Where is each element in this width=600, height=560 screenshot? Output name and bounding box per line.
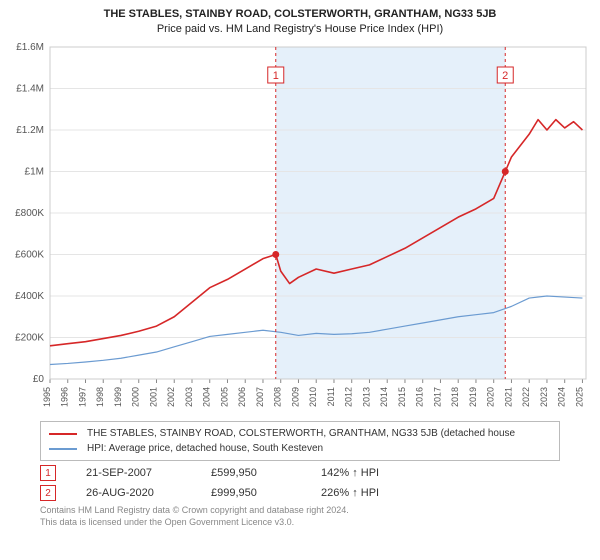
svg-text:2022: 2022 (521, 387, 531, 407)
svg-text:2013: 2013 (361, 387, 371, 407)
svg-text:2005: 2005 (219, 387, 229, 407)
svg-text:2000: 2000 (131, 387, 141, 407)
legend-item-hpi: HPI: Average price, detached house, Sout… (49, 441, 551, 456)
svg-text:2008: 2008 (273, 387, 283, 407)
svg-text:2009: 2009 (290, 387, 300, 407)
svg-text:2025: 2025 (574, 387, 584, 407)
svg-text:2010: 2010 (308, 387, 318, 407)
legend: THE STABLES, STAINBY ROAD, COLSTERWORTH,… (40, 421, 560, 461)
sale-gain: 142% ↑ HPI (321, 467, 379, 479)
sale-price: £599,950 (211, 467, 291, 479)
svg-text:1998: 1998 (95, 387, 105, 407)
svg-text:1: 1 (273, 70, 279, 82)
footer-line1: Contains HM Land Registry data © Crown c… (40, 505, 560, 517)
svg-text:£200K: £200K (15, 333, 44, 344)
sale-gain: 226% ↑ HPI (321, 487, 379, 499)
svg-text:1999: 1999 (113, 387, 123, 407)
svg-text:2023: 2023 (539, 387, 549, 407)
svg-text:1996: 1996 (60, 387, 70, 407)
svg-text:2006: 2006 (237, 387, 247, 407)
sale-date: 26-AUG-2020 (86, 487, 181, 499)
svg-text:£1M: £1M (25, 167, 44, 178)
svg-text:2012: 2012 (344, 387, 354, 407)
svg-text:2019: 2019 (468, 387, 478, 407)
price-chart: £0 £200K £400K £600K £800K £1M £1.2M £1.4M £1.6M… (0, 39, 600, 419)
footer-line2: This data is licensed under the Open Gov… (40, 517, 560, 529)
sale-price: £999,950 (211, 487, 291, 499)
svg-text:2016: 2016 (415, 387, 425, 407)
svg-text:2021: 2021 (503, 387, 513, 407)
legend-swatch-icon (49, 448, 77, 450)
legend-item-property: THE STABLES, STAINBY ROAD, COLSTERWORTH,… (49, 426, 551, 441)
svg-text:2001: 2001 (148, 387, 158, 407)
svg-text:2017: 2017 (432, 387, 442, 407)
legend-label: THE STABLES, STAINBY ROAD, COLSTERWORTH,… (87, 426, 515, 441)
svg-text:2024: 2024 (557, 387, 567, 407)
svg-text:£1.6M: £1.6M (16, 42, 44, 53)
svg-text:2014: 2014 (379, 387, 389, 407)
sale-badge: 1 (40, 465, 56, 481)
svg-text:1995: 1995 (42, 387, 52, 407)
legend-label: HPI: Average price, detached house, Sout… (87, 441, 323, 456)
svg-text:2011: 2011 (326, 387, 336, 406)
svg-text:£800K: £800K (15, 208, 44, 219)
chart-subtitle: Price paid vs. HM Land Registry's House … (10, 23, 590, 35)
svg-text:2004: 2004 (202, 387, 212, 407)
chart-header: THE STABLES, STAINBY ROAD, COLSTERWORTH,… (0, 0, 600, 39)
svg-text:2003: 2003 (184, 387, 194, 407)
svg-text:2002: 2002 (166, 387, 176, 407)
svg-text:2020: 2020 (486, 387, 496, 407)
footer: Contains HM Land Registry data © Crown c… (40, 505, 560, 528)
svg-text:2: 2 (502, 70, 508, 82)
svg-text:2015: 2015 (397, 387, 407, 407)
sale-date: 21-SEP-2007 (86, 467, 181, 479)
svg-text:£1.2M: £1.2M (16, 125, 44, 136)
sale-row-1: 1 21-SEP-2007 £599,950 142% ↑ HPI (40, 465, 560, 481)
svg-text:£400K: £400K (15, 291, 44, 302)
svg-text:1997: 1997 (77, 387, 87, 407)
svg-text:£0: £0 (33, 374, 45, 385)
sale-badge: 2 (40, 485, 56, 501)
svg-text:2018: 2018 (450, 387, 460, 407)
svg-text:£600K: £600K (15, 250, 44, 261)
svg-text:£1.4M: £1.4M (16, 84, 44, 95)
svg-text:2007: 2007 (255, 387, 265, 407)
chart-svg: £0 £200K £400K £600K £800K £1M £1.2M £1.4M £1.6M… (0, 39, 600, 419)
chart-title: THE STABLES, STAINBY ROAD, COLSTERWORTH,… (10, 8, 590, 20)
sale-row-2: 2 26-AUG-2020 £999,950 226% ↑ HPI (40, 485, 560, 501)
legend-swatch-icon (49, 433, 77, 435)
